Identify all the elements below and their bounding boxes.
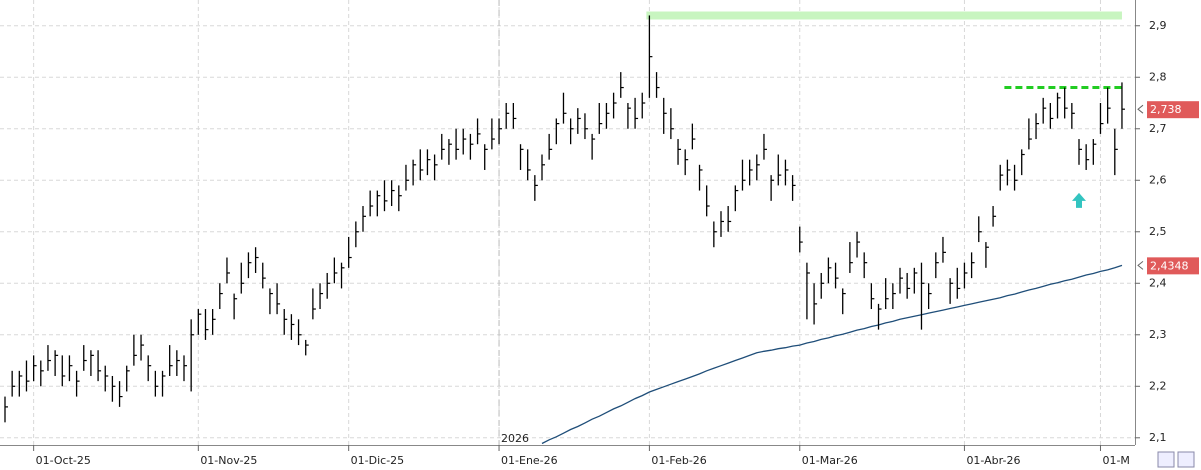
price-label-box: [1147, 257, 1199, 275]
nav-buttons[interactable]: [1157, 451, 1195, 468]
y-tick-label: 2,5: [1149, 225, 1167, 238]
price-pointer: [1137, 104, 1144, 114]
x-tick-label: 01-Feb-26: [651, 454, 706, 467]
y-tick-label: 2,4: [1149, 276, 1167, 289]
y-tick-label: 2,6: [1149, 173, 1167, 186]
year-label: 2026: [501, 432, 529, 445]
price-label-box: [1147, 101, 1199, 119]
y-tick-label: 2,8: [1149, 70, 1167, 83]
price-pointer: [1137, 260, 1144, 270]
y-tick-label: 2,2: [1149, 379, 1167, 392]
moving-average: [541, 264, 1123, 445]
x-tick-label: 01-Nov-25: [200, 454, 257, 467]
x-tick-label: 01-M: [1102, 454, 1129, 467]
price-label: 2,4348: [1150, 259, 1189, 272]
y-tick-label: 2,9: [1149, 19, 1167, 32]
y-tick-label: 2,1: [1149, 431, 1167, 444]
price-label: 2,738: [1150, 103, 1182, 116]
x-tick-label: 01-Oct-25: [36, 454, 91, 467]
x-tick-label: 01-Mar-26: [802, 454, 858, 467]
x-tick-label: 01-Ene-26: [501, 454, 558, 467]
x-tick-label: 01-Dic-25: [351, 454, 405, 467]
arrow-marker: [1072, 192, 1086, 208]
scroll-button[interactable]: [1157, 451, 1175, 468]
y-tick-label: 2,3: [1149, 328, 1167, 341]
y-tick-label: 2,7: [1149, 122, 1167, 135]
scroll-button[interactable]: [1177, 451, 1195, 468]
x-tick-label: 01-Abr-26: [966, 454, 1020, 467]
